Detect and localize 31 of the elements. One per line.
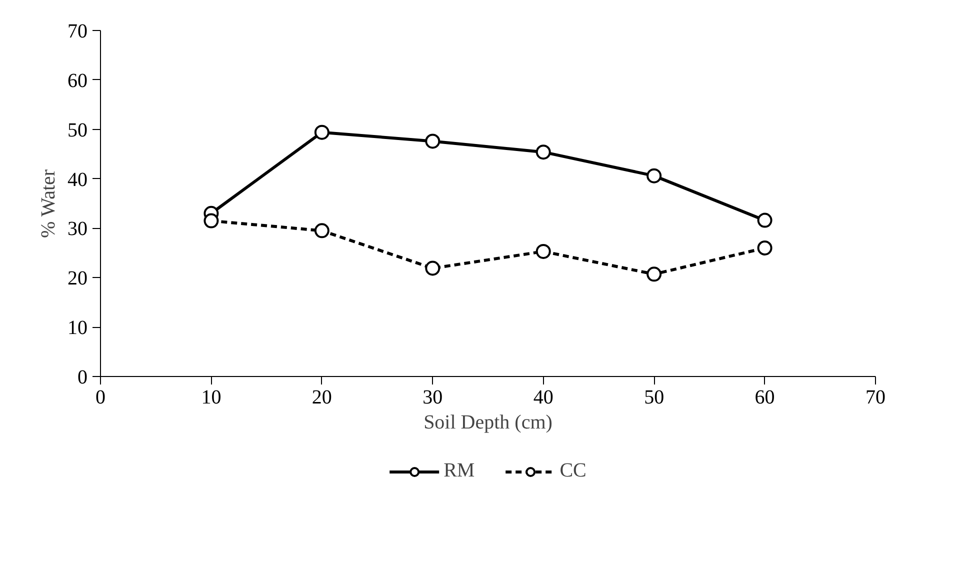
y-axis-title: % Water bbox=[38, 169, 60, 238]
x-tick-label: 0 bbox=[96, 386, 106, 408]
y-tick-label: 10 bbox=[68, 317, 88, 340]
point bbox=[536, 244, 551, 259]
point bbox=[646, 168, 662, 184]
x-tick-label: 60 bbox=[754, 386, 775, 408]
x-axis-title: Soil Depth (cm) bbox=[424, 412, 552, 434]
point bbox=[757, 240, 772, 256]
point bbox=[314, 223, 330, 238]
y-tick-label: 60 bbox=[68, 70, 88, 92]
y-tick-label: 20 bbox=[68, 268, 88, 290]
point bbox=[425, 260, 440, 276]
point bbox=[204, 213, 219, 228]
x-tick-label: 50 bbox=[644, 386, 664, 408]
y-tick-label: 50 bbox=[68, 119, 88, 142]
y-tick-label: 40 bbox=[68, 168, 88, 191]
x-tick-label: 40 bbox=[533, 386, 554, 408]
point bbox=[536, 144, 551, 160]
y-tick-label: 70 bbox=[68, 20, 88, 42]
point bbox=[757, 212, 772, 228]
y-tick-label: 0 bbox=[78, 366, 88, 388]
x-tick-label: 70 bbox=[866, 386, 886, 408]
point bbox=[314, 124, 330, 140]
legend-label: CC bbox=[560, 460, 586, 482]
point bbox=[425, 134, 440, 149]
x-tick-label: 20 bbox=[312, 386, 332, 408]
legend-label: RM bbox=[444, 460, 475, 482]
x-tick-label: 30 bbox=[422, 386, 443, 408]
x-tick-label: 10 bbox=[201, 386, 222, 408]
y-tick-label: 30 bbox=[68, 218, 88, 240]
point bbox=[646, 266, 662, 282]
